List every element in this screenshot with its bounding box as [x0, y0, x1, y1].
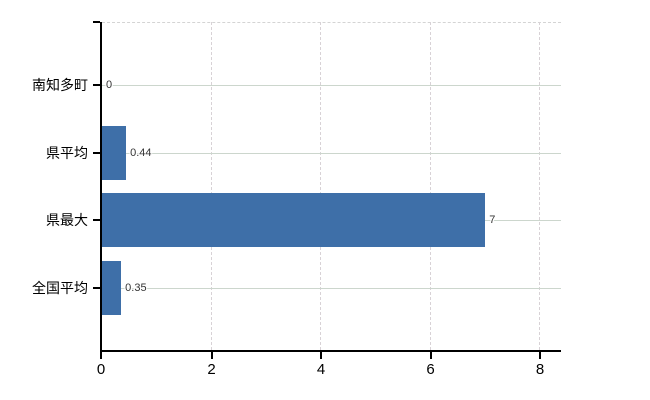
- y-axis-label: 県平均: [46, 144, 88, 161]
- vertical-gridline: [320, 22, 321, 350]
- bar-value-label: 0.35: [125, 282, 147, 294]
- x-axis-tick: [539, 352, 541, 359]
- y-axis-label: 南知多町: [32, 77, 88, 93]
- x-axis-tick-label: 0: [96, 361, 106, 378]
- x-axis-tick-label: 4: [316, 361, 326, 378]
- x-axis-tick-label: 2: [207, 361, 216, 378]
- y-axis-top-tick: [93, 21, 100, 23]
- x-axis-tick: [320, 352, 322, 359]
- top-gridline: [102, 22, 561, 23]
- bar: [102, 125, 127, 180]
- category-gridline: [102, 288, 561, 289]
- bar: [102, 193, 486, 248]
- category-gridline: [102, 85, 561, 86]
- bar: [102, 261, 122, 315]
- bar-value-label: 0: [106, 79, 113, 91]
- x-axis-tick-label: 6: [426, 361, 435, 378]
- x-axis-tick: [100, 352, 102, 359]
- plot-area: 0 0.44 7 0.35: [100, 22, 561, 352]
- vertical-gridline: [210, 22, 212, 350]
- y-axis-tick: [93, 287, 100, 289]
- x-axis-tick-label: 8: [535, 361, 545, 378]
- y-axis-label: 全国平均: [32, 280, 88, 296]
- y-axis-tick: [93, 219, 100, 222]
- vertical-gridline: [429, 22, 431, 350]
- y-axis-tick: [93, 151, 100, 154]
- bar-value-label: 7: [489, 214, 496, 227]
- x-axis-tick: [429, 352, 432, 359]
- x-axis-tick: [210, 352, 213, 359]
- y-axis-label: 県最大: [46, 212, 88, 229]
- bar-value-label: 0.44: [130, 146, 152, 159]
- category-gridline: [102, 152, 561, 154]
- vertical-gridline: [539, 22, 540, 350]
- y-axis-tick: [93, 84, 100, 86]
